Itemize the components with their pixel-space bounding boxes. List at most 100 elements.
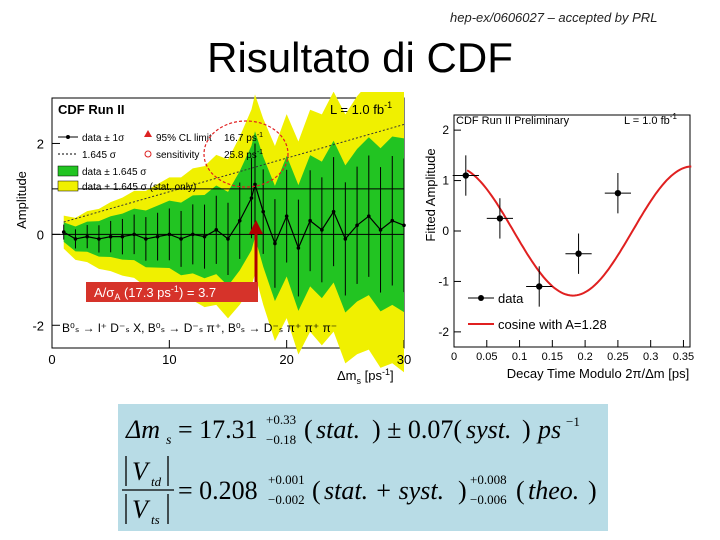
legend-band-stat: data + 1.645 σ (stat. only)	[82, 182, 196, 193]
svg-text:(: (	[312, 476, 321, 505]
data-point	[108, 234, 113, 239]
x-tick-label: 0.05	[476, 351, 497, 363]
svg-text:−0.18: −0.18	[266, 432, 296, 447]
data-point	[355, 223, 359, 228]
luminosity-label: L = 1.0 fb-1	[624, 112, 677, 127]
svg-text:theo.: theo.	[528, 476, 579, 505]
reference-note: hep-ex/0606027 – accepted by PRL	[450, 10, 658, 25]
data-point	[191, 232, 195, 237]
svg-text:(: (	[304, 415, 313, 444]
svg-text:ps: ps	[536, 415, 561, 444]
x-axis-label: Δms [ps-1]	[337, 367, 394, 386]
data-point	[462, 172, 469, 179]
plot-header: CDF Run II	[58, 102, 124, 117]
data-point	[167, 232, 172, 237]
x-tick-label: 30	[397, 352, 411, 367]
legend-sigma: 1.645 σ	[82, 150, 117, 161]
svg-text:= 0.208: = 0.208	[178, 476, 258, 505]
legend-data: data	[498, 291, 524, 306]
delta-ms-equation: Δm s = 17.31 +0.33 −0.18 (stat.) ± 0.07( …	[125, 412, 580, 448]
limit-highlight-ellipse	[203, 120, 289, 188]
data-point	[237, 218, 242, 223]
data-point	[120, 234, 125, 239]
cosine-curve	[466, 165, 692, 297]
data-point	[179, 237, 183, 241]
svg-text:+0.001: +0.001	[268, 472, 305, 487]
sensitivity-value: 25.8 ps-1	[224, 149, 263, 161]
y-tick-label: 2	[442, 123, 449, 137]
x-tick-label: 0.25	[607, 351, 628, 363]
svg-text:syst.: syst.	[466, 415, 512, 444]
data-point	[73, 237, 78, 241]
data-point	[402, 223, 406, 228]
data-point	[378, 228, 383, 232]
svg-text:Δm: Δm	[125, 415, 160, 444]
plot-frame	[453, 114, 691, 348]
fitted-amplitude-chart: Fitted Amplitude 0 0.05 0.1 0.15 0.2 0.25 0.3 0…	[423, 112, 694, 381]
data-point	[496, 215, 504, 222]
svg-text:(: (	[516, 476, 525, 505]
legend-cl-limit: 95% CL limit	[156, 133, 212, 144]
luminosity-label: L = 1.0 fb-1	[330, 100, 392, 117]
legend: data ± 1σ 1.645 σ data ± 1.645 σ data + …	[57, 120, 289, 193]
data-point	[253, 182, 257, 187]
data-point	[284, 214, 289, 218]
svg-text:−0.002: −0.002	[268, 492, 305, 507]
x-tick-label: 0	[451, 351, 457, 363]
svg-text:): )	[588, 476, 597, 505]
result-equation-box: Δm s = 17.31 +0.33 −0.18 (stat.) ± 0.07( …	[118, 404, 608, 531]
svg-text:): )	[522, 415, 531, 444]
x-tick-label: 0.35	[673, 351, 694, 363]
y-tick-label: -1	[438, 274, 449, 288]
data-point	[97, 237, 101, 241]
svg-text:+0.33: +0.33	[266, 412, 296, 427]
legend-data: data ± 1σ	[82, 133, 125, 144]
data-point	[85, 234, 89, 239]
svg-text:) ± 0.07(: ) ± 0.07(	[372, 415, 462, 444]
legend-sensitivity: sensitivity	[156, 150, 199, 161]
x-tick-label: 20	[279, 352, 293, 367]
data-point	[226, 237, 230, 241]
x-tick-label: 10	[162, 352, 176, 367]
svg-text:): )	[458, 476, 467, 505]
data-point	[320, 228, 324, 232]
data-point	[144, 237, 148, 241]
peak-arrow-head	[249, 220, 263, 234]
data-point	[575, 250, 582, 257]
band-1645-sigma	[63, 131, 404, 313]
data-point	[202, 234, 207, 239]
data-point	[331, 209, 336, 214]
svg-text:+0.008: +0.008	[470, 472, 507, 487]
decay-channels: B⁰ₛ → l⁺ D⁻ₛ X, B⁰ₛ → D⁻ₛ π⁺, B⁰ₛ → D⁻ₛ …	[62, 321, 337, 335]
y-axis-label: Amplitude	[14, 171, 29, 229]
sigma-1645-line	[63, 123, 405, 223]
data-point	[296, 246, 301, 250]
x-tick-label: 0.2	[577, 351, 592, 363]
legend: data cosine with A=1.28	[468, 291, 607, 332]
svg-text:−1: −1	[566, 414, 580, 429]
y-tick-label: -2	[32, 318, 44, 333]
x-tick-label: 0.1	[512, 351, 527, 363]
data-point	[214, 228, 219, 232]
svg-text:ts: ts	[151, 512, 160, 527]
legend-band-1645: data ± 1.645 σ	[82, 167, 147, 178]
legend-cosine: cosine with A=1.28	[498, 317, 607, 332]
significance-annotation: A/σA (17.3 ps-1) = 3.7	[86, 282, 258, 302]
data-point	[390, 218, 395, 223]
data-point	[367, 214, 371, 218]
y-tick-label: -2	[438, 325, 449, 339]
y-tick-label: 2	[37, 136, 44, 151]
svg-text:A/σA (17.3 ps-1) = 3.7: A/σA (17.3 ps-1) = 3.7	[94, 284, 216, 302]
x-tick-label: 0	[48, 352, 55, 367]
x-tick-label: 0.3	[643, 351, 658, 363]
svg-text:stat. + syst.: stat. + syst.	[324, 476, 444, 505]
data-point	[61, 230, 66, 234]
svg-text:s: s	[166, 433, 172, 448]
data-point	[343, 237, 348, 241]
y-tick-label: 0	[442, 224, 449, 238]
x-axis-label: Decay Time Modulo 2π/Δm [ps]	[507, 366, 689, 381]
svg-text:td: td	[151, 474, 162, 489]
data-point	[308, 218, 312, 223]
data-point	[536, 283, 543, 290]
